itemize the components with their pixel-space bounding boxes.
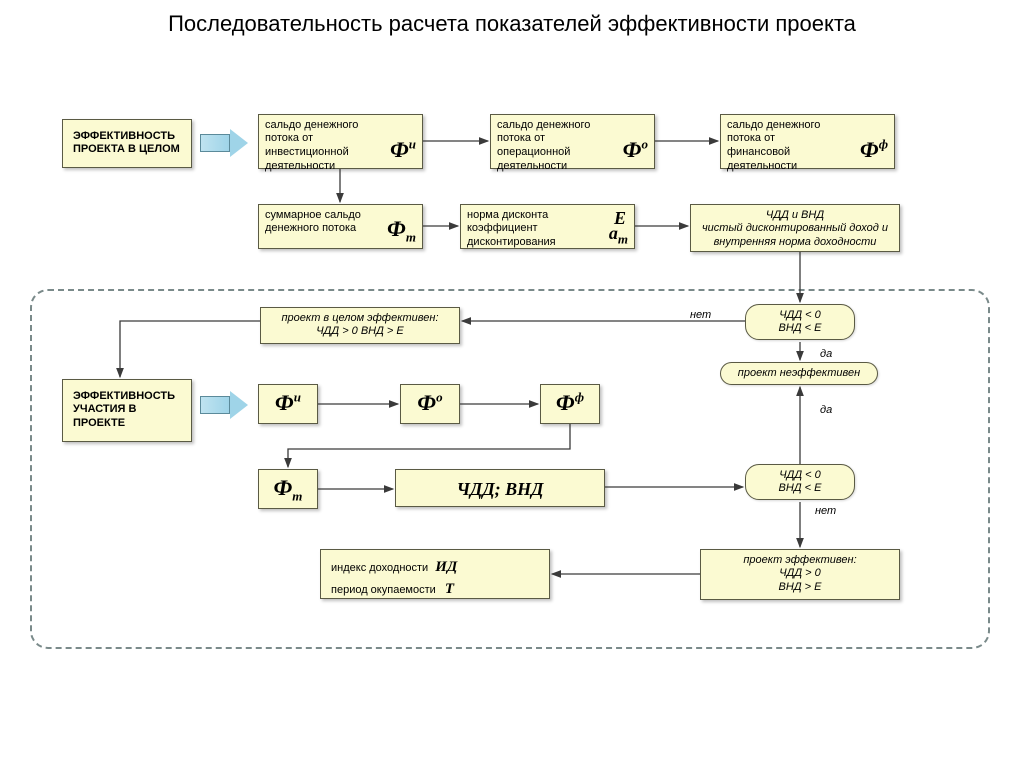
box-proj-eff: проект эффективен: ЧДД > 0 ВНД > Е — [700, 549, 900, 600]
label-yes2: да — [820, 404, 832, 416]
box-saldo-fin: сальдо денежного потока от финансовой де… — [720, 114, 895, 169]
box-chdd-def: ЧДД и ВНД чистый дисконтированный доход … — [690, 204, 900, 252]
saldo-inv-text: сальдо денежного потока от инвестиционно… — [265, 119, 365, 174]
box-index: индекс доходности ИД период окупаемости … — [320, 549, 550, 599]
saldo-op-text: сальдо денежного потока от операционной … — [497, 119, 597, 174]
pill-cond1: ЧДД < 0 ВНД < Е — [745, 304, 855, 340]
box-eff-part: ЭФФЕКТИВНОСТЬ УЧАСТИЯ В ПРОЕКТЕ — [62, 379, 192, 442]
box-sum-saldo: суммарное сальдо денежного потока Фm — [258, 204, 423, 249]
box-eff-total: ЭФФЕКТИВНОСТЬ ПРОЕКТА В ЦЕЛОМ — [62, 119, 192, 169]
arrow-part-head — [230, 391, 248, 419]
label-no2: нет — [815, 505, 836, 517]
box-saldo-inv: сальдо денежного потока от инвестиционно… — [258, 114, 423, 169]
phi-o-2-sym: Фо — [417, 390, 442, 415]
box-phi-f-2: Фф — [540, 384, 600, 424]
phi-m-2-sym: Фm — [274, 475, 303, 500]
sym-T: Т — [445, 581, 454, 597]
box-saldo-op: сальдо денежного потока от операционной … — [490, 114, 655, 169]
box-chdd-vnd: ЧДД; ВНД — [395, 469, 605, 507]
sym-ID: ИД — [435, 559, 457, 575]
period-line: период окупаемости Т — [331, 580, 539, 599]
phi-i-2-sym: Фи — [275, 390, 301, 415]
sum-saldo-text: суммарное сальдо денежного потока — [265, 209, 365, 237]
page-title: Последовательность расчета показателей э… — [0, 0, 1024, 59]
box-phi-m-2: Фm — [258, 469, 318, 509]
box-phi-o-2: Фо — [400, 384, 460, 424]
phi-o-1: Фо — [623, 136, 648, 164]
phi-f-2-sym: Фф — [556, 390, 584, 415]
arrow-total — [200, 134, 230, 152]
phi-f-1: Фф — [860, 136, 888, 164]
index-line: индекс доходности ИД — [331, 558, 539, 577]
label-yes1: да — [820, 348, 832, 360]
label-no1: нет — [690, 309, 711, 321]
phi-m-1: Фm — [387, 215, 416, 246]
pill-not-eff: проект неэффективен — [720, 362, 878, 385]
pill-cond2: ЧДД < 0 ВНД < Е — [745, 464, 855, 500]
phi-i-1: Фи — [390, 136, 416, 164]
box-proj-eff-whole: проект в целом эффективен: ЧДД > 0 ВНД >… — [260, 307, 460, 345]
box-phi-i-2: Фи — [258, 384, 318, 424]
box-norma: норма дисконта коэффициент дисконтирован… — [460, 204, 635, 249]
saldo-fin-text: сальдо денежного потока от финансовой де… — [727, 119, 837, 174]
diagram-canvas: ЭФФЕКТИВНОСТЬ ПРОЕКТА В ЦЕЛОМ сальдо ден… — [0, 59, 1024, 739]
arrow-part — [200, 396, 230, 414]
arrow-total-head — [230, 129, 248, 157]
norma-text: норма дисконта коэффициент дисконтирован… — [467, 209, 577, 250]
symbol-am: am — [609, 222, 628, 248]
chdd-vnd-text: ЧДД; ВНД — [457, 479, 544, 499]
